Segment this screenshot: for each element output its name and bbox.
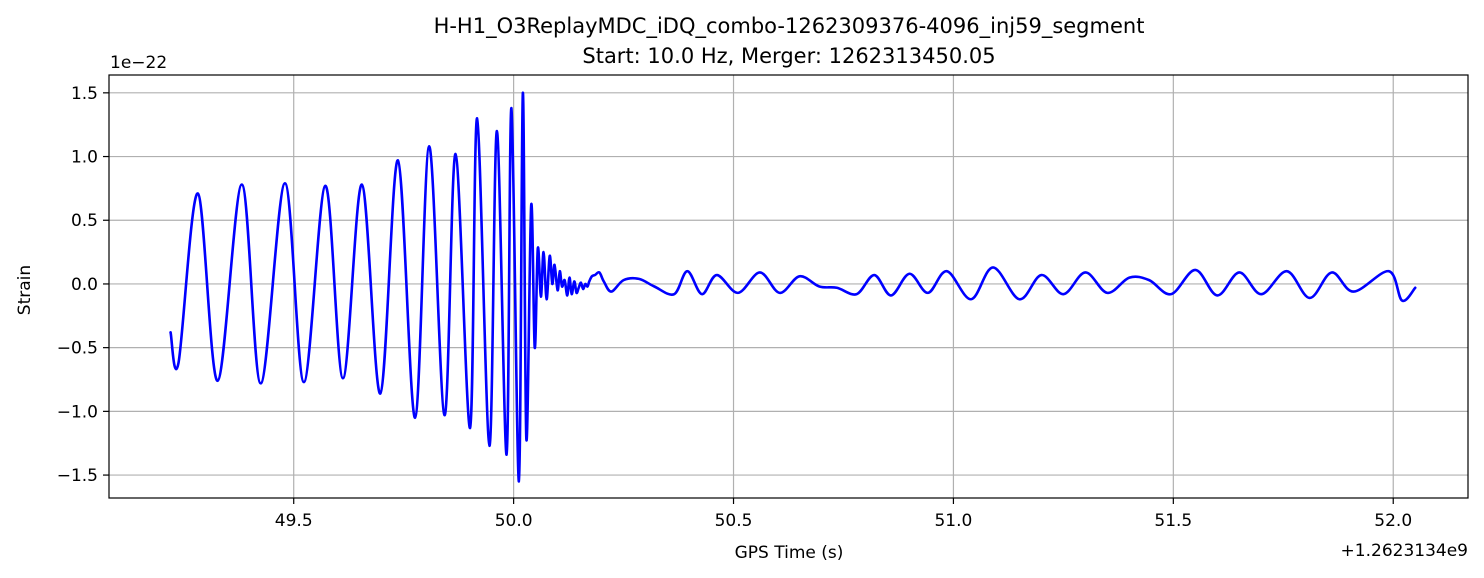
- strain-series-line: [169, 91, 1417, 483]
- ticks: 49.5 50.0 50.5 51.0 51.5 52.0 −1.5 −1.0 −0.5 0.0 0…: [57, 84, 1412, 531]
- y-scale-text: 1e−22: [110, 53, 167, 73]
- x-tick-label: 49.5: [275, 511, 313, 531]
- y-tick-label: 1.0: [71, 148, 98, 168]
- x-tick-label: 50.5: [715, 511, 753, 531]
- x-tick-label: 52.0: [1374, 511, 1412, 531]
- y-tick-label: 0.5: [71, 211, 98, 231]
- x-offset-text: +1.2623134e9: [1341, 541, 1468, 561]
- y-tick-label: 0.0: [71, 275, 98, 295]
- x-axis-label: GPS Time (s): [735, 543, 844, 563]
- y-axis-label: Strain: [15, 265, 35, 315]
- plot-frame: [108, 74, 1469, 499]
- y-tick-label: −1.5: [57, 466, 98, 486]
- data-line-layer: [169, 91, 1417, 483]
- x-tick-label: 51.0: [934, 511, 972, 531]
- y-tick-label: −0.5: [57, 339, 98, 359]
- chart-title: H-H1_O3ReplayMDC_iDQ_combo-1262309376-40…: [434, 14, 1145, 39]
- grid: [109, 75, 1468, 498]
- y-tick-label: −1.0: [57, 402, 98, 422]
- y-tick-label: 1.5: [71, 84, 98, 104]
- x-tick-label: 51.5: [1154, 511, 1192, 531]
- chart-subtitle: Start: 10.0 Hz, Merger: 1262313450.05: [582, 44, 995, 68]
- x-tick-label: 50.0: [495, 511, 533, 531]
